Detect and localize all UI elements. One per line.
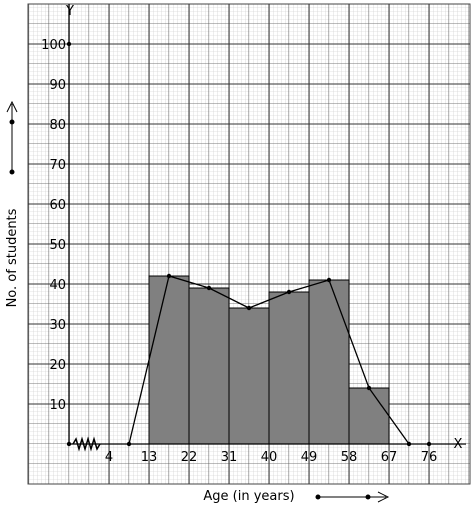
x-tick-label: 58 (341, 450, 358, 465)
y-tick-label: 20 (49, 358, 66, 373)
x-tick-label: 4 (105, 450, 113, 465)
y-tick-label: 70 (49, 158, 66, 173)
origin (66, 441, 72, 447)
x-axis-label: Age (in years) (203, 489, 294, 504)
x-arrow (315, 491, 390, 503)
y-tick-label: 60 (49, 198, 66, 213)
polygon-point (206, 285, 212, 291)
frequency-polygon (128, 275, 410, 445)
bar (348, 387, 390, 445)
bar (308, 279, 350, 445)
y-tick-label: 50 (49, 238, 66, 253)
y-tick-label: 90 (49, 78, 66, 93)
axis-dot (426, 441, 432, 447)
bar (228, 307, 270, 445)
y-arrow (6, 100, 18, 175)
y-tick-label: 40 (49, 278, 66, 293)
x-tick-label: 67 (381, 450, 398, 465)
plot (28, 4, 470, 484)
polygon-point (326, 277, 332, 283)
x-tick-label: 22 (181, 450, 198, 465)
polygon-point (286, 289, 292, 295)
axis-dot (66, 41, 72, 47)
bar (148, 275, 190, 445)
polygon-point (366, 385, 372, 391)
y-tick-label: 10 (49, 398, 66, 413)
y-axis-name: Y (65, 4, 74, 19)
y-axis-label: No. of students (5, 208, 20, 307)
x-tick-label: 13 (141, 450, 158, 465)
bar (268, 291, 310, 445)
x-axis-name: X (454, 437, 463, 452)
polygon-point (246, 305, 252, 311)
x-tick-label: 49 (301, 450, 318, 465)
y-tick-label: 100 (41, 38, 66, 53)
bar (188, 287, 230, 445)
axis-break (72, 436, 101, 452)
y-tick-label: 80 (49, 118, 66, 133)
polygon-point (166, 273, 172, 279)
y-tick-label: 30 (49, 318, 66, 333)
x-tick-label: 31 (221, 450, 238, 465)
x-tick-label: 76 (421, 450, 438, 465)
x-tick-label: 40 (261, 450, 278, 465)
